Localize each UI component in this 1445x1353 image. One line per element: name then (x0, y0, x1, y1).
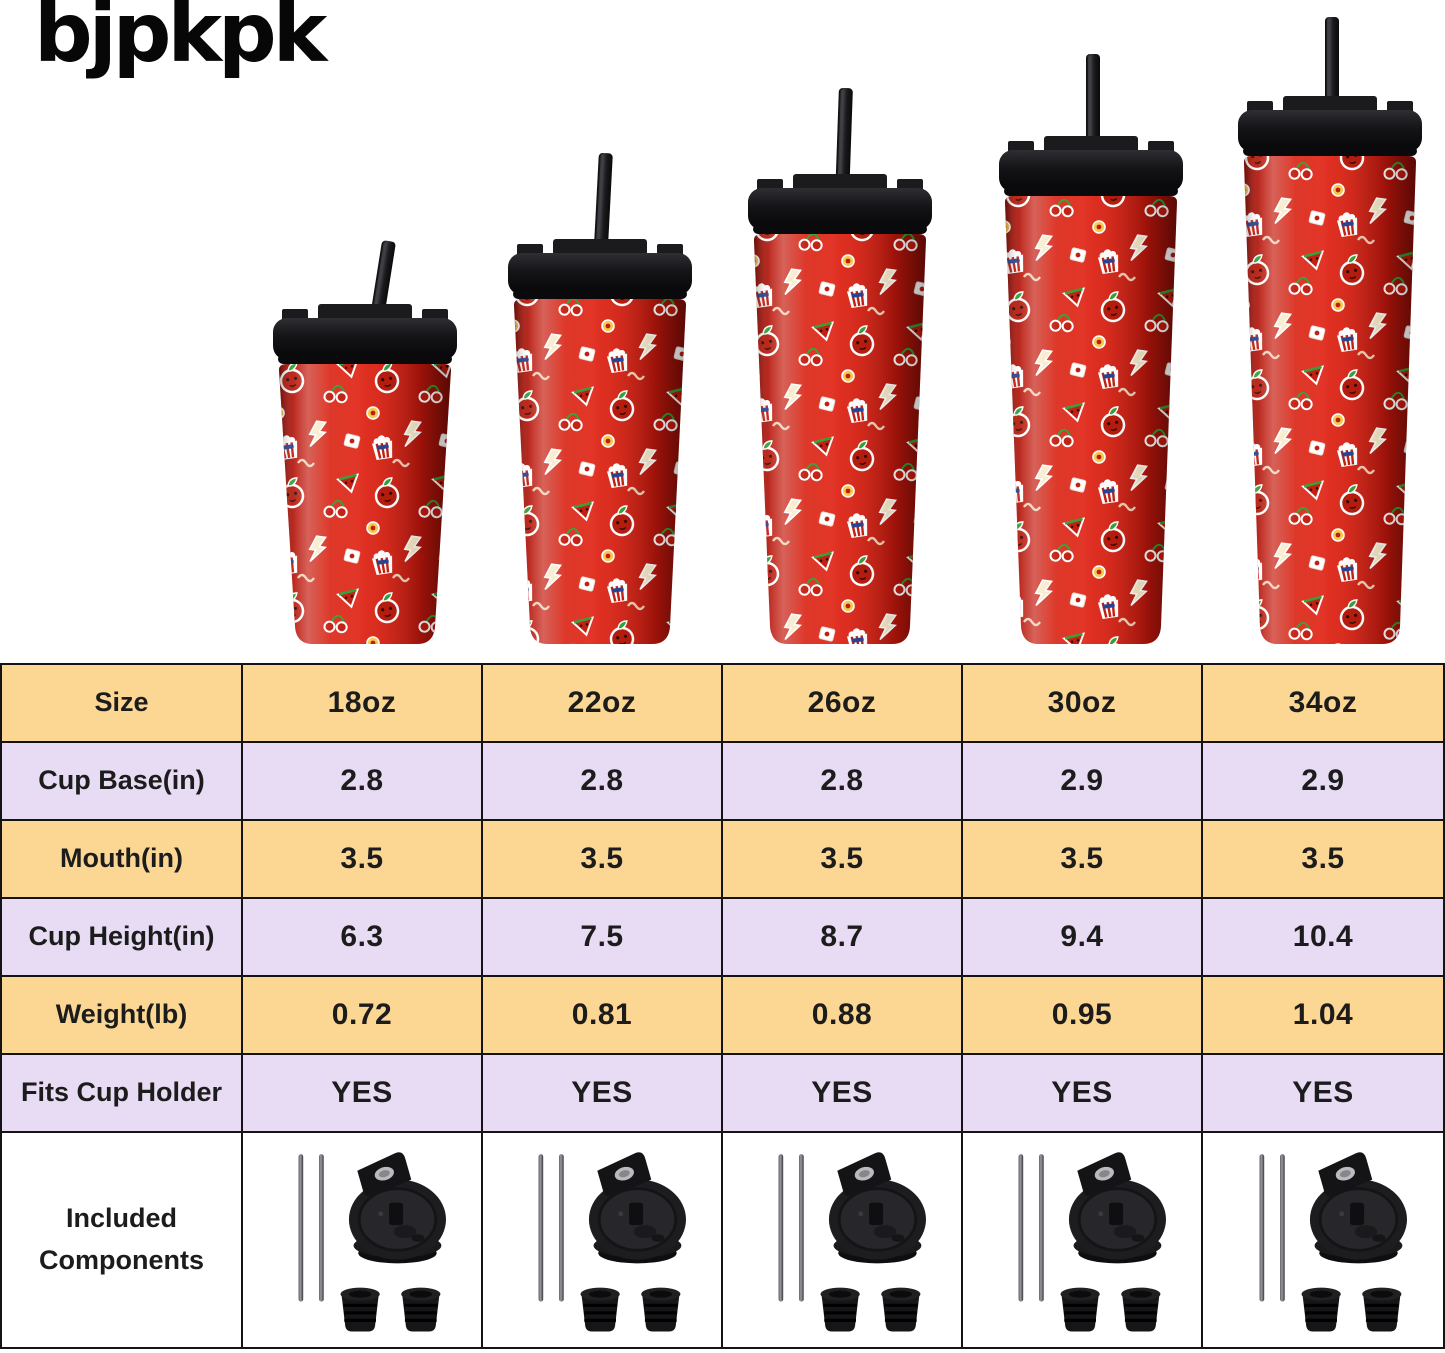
spec-cell-base-3: 2.9 (963, 743, 1203, 821)
components-cell-4 (1203, 1133, 1443, 1347)
spec-cell-holder-3: YES (963, 1055, 1203, 1133)
cup-body (754, 234, 926, 644)
spec-cell-size-30oz: 30oz (963, 665, 1203, 743)
spec-row-label-weight: Weight(lb) (2, 977, 243, 1055)
spec-cell-weight-2: 0.88 (723, 977, 963, 1055)
spec-cell-height-4: 10.4 (1203, 899, 1443, 977)
included-components-graphic (1211, 1141, 1435, 1339)
brand-logo: bjpkpk (34, 0, 327, 81)
spec-cell-base-2: 2.8 (723, 743, 963, 821)
tumbler-18oz (273, 240, 457, 644)
spec-cell-weight-3: 0.95 (963, 977, 1203, 1055)
spec-cell-base-0: 2.8 (243, 743, 483, 821)
spec-cell-holder-2: YES (723, 1055, 963, 1133)
spec-cell-mouth-4: 3.5 (1203, 821, 1443, 899)
spec-cell-weight-0: 0.72 (243, 977, 483, 1055)
spec-row-label-cup-height: Cup Height(in) (2, 899, 243, 977)
tumbler-22oz (508, 153, 692, 644)
spec-cell-base-4: 2.9 (1203, 743, 1443, 821)
spec-row-label-cup-holder: Fits Cup Holder (2, 1055, 243, 1133)
cup-body (1005, 196, 1177, 644)
lid-icon (273, 304, 457, 364)
spec-cell-height-3: 9.4 (963, 899, 1203, 977)
tumbler-34oz (1238, 17, 1422, 644)
spec-cell-height-0: 6.3 (243, 899, 483, 977)
spec-cell-holder-4: YES (1203, 1055, 1443, 1133)
lid-icon (508, 239, 692, 299)
spec-cell-holder-0: YES (243, 1055, 483, 1133)
tumbler-lineup (0, 0, 1445, 663)
lid-icon (748, 174, 932, 234)
spec-cell-size-18oz: 18oz (243, 665, 483, 743)
included-components-graphic (490, 1141, 714, 1339)
spec-row-label-size: Size (2, 665, 243, 743)
components-cell-3 (963, 1133, 1203, 1347)
spec-cell-size-22oz: 22oz (483, 665, 723, 743)
spec-cell-size-26oz: 26oz (723, 665, 963, 743)
spec-cell-mouth-2: 3.5 (723, 821, 963, 899)
spec-cell-mouth-3: 3.5 (963, 821, 1203, 899)
included-components-graphic (730, 1141, 954, 1339)
spec-cell-weight-1: 0.81 (483, 977, 723, 1055)
spec-cell-mouth-0: 3.5 (243, 821, 483, 899)
included-components-graphic (250, 1141, 474, 1339)
lid-icon (1238, 96, 1422, 156)
spec-table: Size 18oz 22oz 26oz 30oz 34oz Cup Base(i… (0, 663, 1445, 1349)
spec-cell-size-34oz: 34oz (1203, 665, 1443, 743)
spec-cell-weight-4: 1.04 (1203, 977, 1443, 1055)
tumbler-26oz (748, 88, 932, 644)
spec-cell-base-1: 2.8 (483, 743, 723, 821)
components-cell-2 (723, 1133, 963, 1347)
spec-row-label-mouth: Mouth(in) (2, 821, 243, 899)
cup-body (1244, 156, 1416, 644)
spec-row-label-components: Included Components (2, 1133, 243, 1347)
included-components-graphic (970, 1141, 1194, 1339)
tumbler-30oz (999, 54, 1183, 644)
lid-icon (999, 136, 1183, 196)
components-cell-1 (483, 1133, 723, 1347)
cup-body (514, 299, 686, 644)
spec-cell-mouth-1: 3.5 (483, 821, 723, 899)
spec-row-label-cup-base: Cup Base(in) (2, 743, 243, 821)
cup-body (279, 364, 451, 644)
spec-cell-height-1: 7.5 (483, 899, 723, 977)
spec-cell-height-2: 8.7 (723, 899, 963, 977)
components-cell-0 (243, 1133, 483, 1347)
spec-cell-holder-1: YES (483, 1055, 723, 1133)
